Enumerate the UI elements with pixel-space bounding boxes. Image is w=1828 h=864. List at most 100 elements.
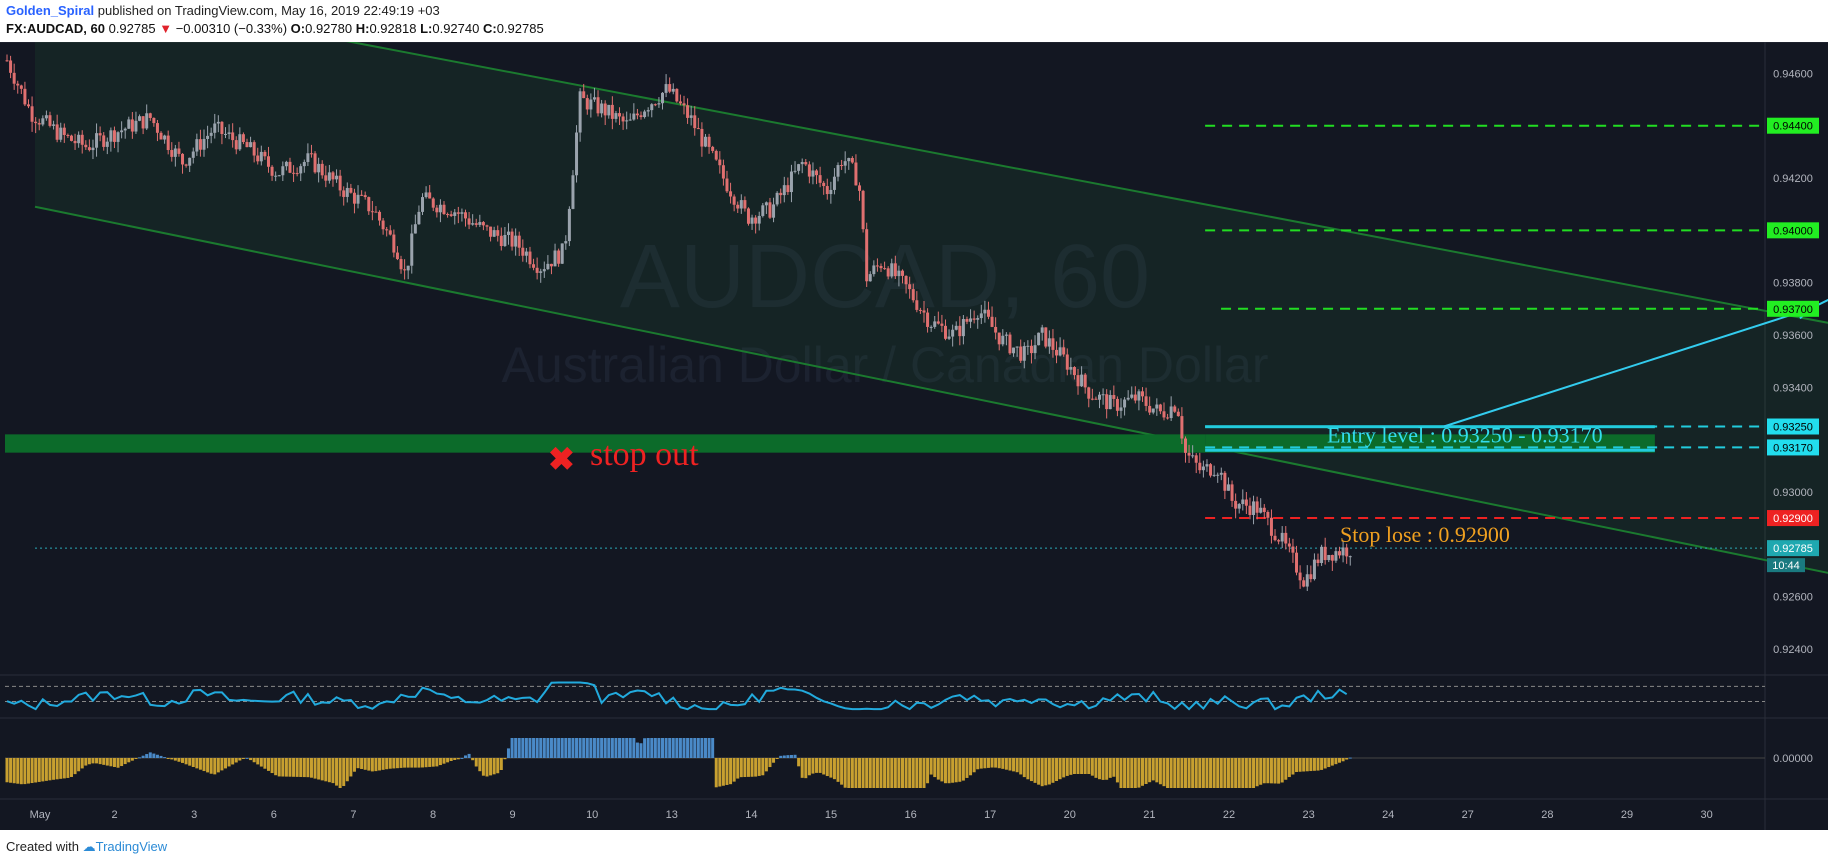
candle-body <box>571 175 575 209</box>
macd-bar <box>256 758 260 765</box>
candle-body <box>284 161 288 167</box>
macd-bar <box>1019 758 1023 775</box>
macd-bar <box>263 758 267 769</box>
candle-body <box>231 132 235 141</box>
levels-layer <box>35 124 1765 549</box>
macd-bar <box>1072 758 1076 774</box>
price-chart[interactable]: AUDCAD, 60 Australian Dollar / Canadian … <box>0 42 1828 830</box>
time-axis[interactable]: May 2 3 6 7 8 9 10 13 14 15 16 17 20 21 22 23 24 27 28 29 30 <box>30 809 1713 821</box>
macd-bar <box>69 758 73 777</box>
candle-body <box>815 170 819 176</box>
macd-bar <box>299 758 303 777</box>
candle-body <box>263 151 267 157</box>
macd-bar <box>9 758 13 783</box>
macd-bar <box>499 758 503 770</box>
candle-body <box>879 266 883 269</box>
macd-bar <box>822 758 826 775</box>
macd-bar <box>206 758 210 773</box>
last-price: 0.92785 <box>108 21 156 36</box>
author-link[interactable]: Golden_Spiral <box>6 3 95 18</box>
macd-bar <box>1026 758 1030 780</box>
candle-body <box>181 153 185 165</box>
macd-bar <box>87 758 91 765</box>
price-tag-target <box>1767 117 1819 134</box>
candle-body <box>410 233 414 266</box>
candle-body <box>607 104 611 116</box>
candle-body <box>499 235 503 247</box>
entry-lower-highlight <box>1205 448 1655 452</box>
price-axis[interactable]: 0.94400 0.94000 0.93700 0.93250 0.93170 0.929… <box>1767 68 1819 656</box>
macd-bar <box>428 758 432 767</box>
macd-bar <box>1065 758 1069 776</box>
macd-bar <box>1176 758 1180 788</box>
tradingview-link[interactable]: TradingView <box>95 839 168 854</box>
macd-bar <box>481 758 485 776</box>
candle-body <box>639 115 643 118</box>
macd-bar <box>1123 758 1127 788</box>
candle-body <box>431 198 435 208</box>
candle-body <box>102 135 106 147</box>
candle-body <box>1155 404 1159 409</box>
candle-body <box>1284 532 1288 544</box>
macd-bar <box>750 758 754 777</box>
macd-bar <box>1062 758 1066 778</box>
candle-body <box>1180 416 1184 439</box>
macd-bar <box>1298 758 1302 772</box>
rsi-pane <box>5 681 1765 711</box>
candle-body <box>940 323 944 326</box>
candle-body <box>625 120 629 122</box>
down-arrow-icon: ▼ <box>159 21 173 36</box>
candle-body <box>1151 408 1155 413</box>
macd-bar <box>134 758 138 759</box>
publish-info: Golden_Spiral published on TradingView.c… <box>6 3 440 18</box>
macd-bar <box>48 758 52 781</box>
candle-body <box>1140 391 1144 397</box>
macd-bar <box>983 758 987 769</box>
symbol-name[interactable]: FX:AUDCAD, 60 <box>6 21 105 36</box>
y-tick-label: 0.94200 <box>1773 173 1813 185</box>
macd-bar <box>1237 758 1241 788</box>
macd-bar <box>1033 758 1037 783</box>
macd-bar <box>1277 758 1281 784</box>
candle-body <box>689 115 693 118</box>
macd-bar <box>342 758 346 787</box>
macd-bar <box>181 758 185 763</box>
candle-body <box>553 250 557 267</box>
candle-body <box>413 224 417 234</box>
candle-body <box>883 268 887 270</box>
macd-bar <box>471 758 475 761</box>
macd-bar <box>1051 758 1055 783</box>
macd-bar <box>281 758 285 777</box>
macd-bar <box>1323 758 1327 769</box>
macd-bar <box>55 758 59 780</box>
macd-bar <box>130 758 134 761</box>
candle-body <box>800 162 804 165</box>
macd-bar <box>284 758 288 777</box>
macd-bar <box>1008 758 1012 771</box>
candle-body <box>1248 505 1252 515</box>
candle-body <box>399 259 403 270</box>
candle-body <box>220 121 224 134</box>
macd-bar <box>19 758 23 785</box>
macd-bar <box>460 757 464 759</box>
candle-body <box>256 155 260 162</box>
macd-bar <box>639 743 643 758</box>
candle-body <box>1158 404 1162 412</box>
candle-body <box>44 115 48 119</box>
macd-bar <box>1119 758 1123 788</box>
macd-bar <box>1345 758 1349 760</box>
candle-body <box>600 103 604 114</box>
macd-bar <box>324 758 328 782</box>
candle-body <box>52 124 56 126</box>
candle-body <box>1262 507 1266 512</box>
candle-body <box>331 172 335 180</box>
macd-bar <box>1155 758 1159 783</box>
candle-body <box>467 218 471 225</box>
macd-bar <box>1080 758 1084 774</box>
candle-body <box>485 225 489 227</box>
macd-bar <box>392 758 396 769</box>
macd-bar <box>338 758 342 788</box>
candle-body <box>489 226 493 237</box>
candle-body <box>1205 464 1209 467</box>
candle-body <box>918 309 922 311</box>
